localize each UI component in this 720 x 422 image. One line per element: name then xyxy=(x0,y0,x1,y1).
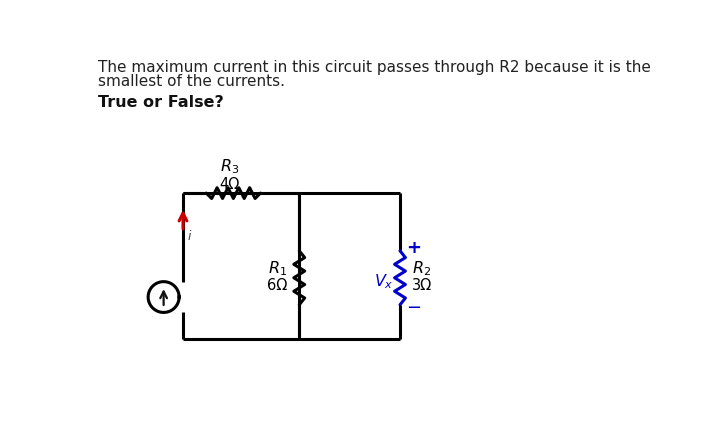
Text: $R_3$: $R_3$ xyxy=(220,157,239,176)
Text: $R_2$: $R_2$ xyxy=(413,259,431,278)
Text: $V_x$: $V_x$ xyxy=(374,272,394,291)
Text: True or False?: True or False? xyxy=(98,95,223,110)
Text: $i$: $i$ xyxy=(187,228,192,243)
Text: −: − xyxy=(406,299,421,317)
Text: 4Ω: 4Ω xyxy=(220,176,240,192)
Text: smallest of the currents.: smallest of the currents. xyxy=(98,74,284,89)
Text: The maximum current in this circuit passes through R2 because it is the: The maximum current in this circuit pass… xyxy=(98,60,651,75)
Text: $R_1$: $R_1$ xyxy=(268,259,287,278)
Text: 3Ω: 3Ω xyxy=(413,278,433,293)
Text: +: + xyxy=(406,239,421,257)
Text: 6Ω: 6Ω xyxy=(266,278,287,293)
